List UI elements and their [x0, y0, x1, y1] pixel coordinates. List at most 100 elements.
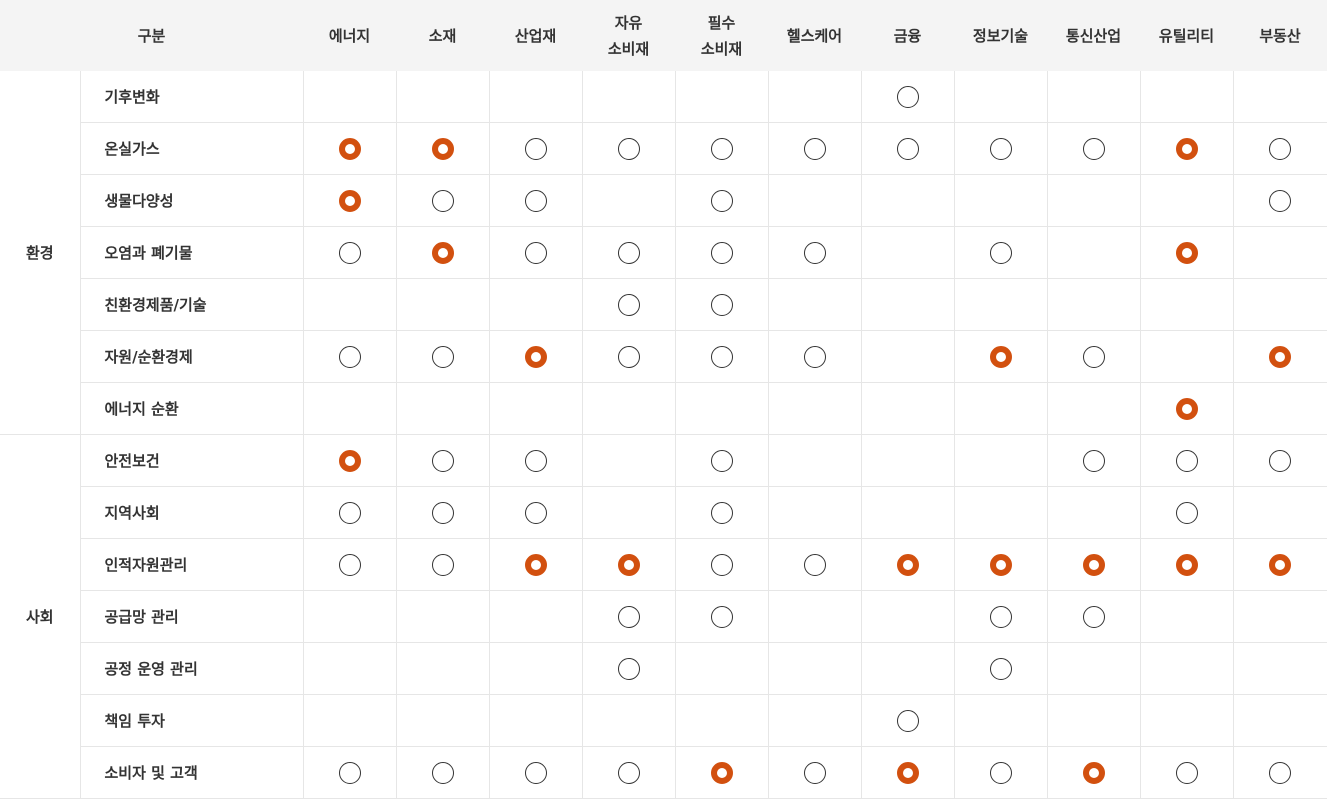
open-circle-icon: [338, 345, 361, 368]
matrix-cell: [581, 71, 676, 123]
matrix-cell: [581, 226, 676, 279]
table-row: 책임 투자: [0, 694, 1327, 747]
matrix-cell: [488, 434, 583, 487]
matrix-cell: [860, 486, 955, 539]
matrix-cell: [395, 174, 490, 227]
open-circle-icon: [617, 241, 640, 264]
filled-circle-icon: [431, 241, 454, 264]
matrix-cell: [1046, 330, 1141, 383]
open-circle-icon: [989, 137, 1012, 160]
matrix-cell: [953, 590, 1048, 643]
table-row: 오염과 폐기물: [0, 226, 1327, 279]
matrix-cell: [1139, 746, 1234, 799]
matrix-cell: [1232, 434, 1327, 487]
header-sector-label-line: 에너지: [328, 26, 371, 45]
issue-label: 지역사회: [79, 486, 304, 539]
open-circle-icon: [431, 189, 454, 212]
filled-circle-icon: [896, 553, 919, 576]
matrix-cell: [767, 538, 862, 591]
matrix-cell: [860, 694, 955, 747]
matrix-cell: [581, 642, 676, 695]
filled-circle-icon: [896, 761, 919, 784]
matrix-cell: [674, 330, 769, 383]
open-circle-icon: [1269, 761, 1292, 784]
header-sector-label-line: 소재: [428, 26, 457, 45]
open-circle-icon: [1269, 189, 1292, 212]
matrix-cell: [395, 71, 490, 123]
matrix-cell: [674, 694, 769, 747]
header-sector-real-estate: 부동산: [1233, 0, 1327, 71]
matrix-cell: [488, 538, 583, 591]
matrix-cell: [860, 746, 955, 799]
matrix-cell: [1232, 330, 1327, 383]
issue-label: 에너지 순환: [79, 382, 304, 435]
matrix-cell: [860, 382, 955, 435]
header-sector-label-line: 산업재: [514, 26, 557, 45]
table-row: 공정 운영 관리: [0, 642, 1327, 695]
open-circle-icon: [803, 137, 826, 160]
issue-label: 안전보건: [79, 434, 304, 487]
open-circle-icon: [431, 553, 454, 576]
matrix-cell: [1046, 694, 1141, 747]
open-circle-icon: [1175, 501, 1198, 524]
matrix-cell: [395, 382, 490, 435]
open-circle-icon: [710, 189, 733, 212]
filled-circle-icon: [989, 345, 1012, 368]
matrix-cell: [1139, 330, 1234, 383]
matrix-cell: [581, 590, 676, 643]
matrix-cell: [860, 278, 955, 331]
matrix-cell: [767, 278, 862, 331]
matrix-cell: [953, 538, 1048, 591]
matrix-cell: [395, 434, 490, 487]
open-circle-icon: [524, 137, 547, 160]
open-circle-icon: [803, 761, 826, 784]
matrix-cell: [674, 278, 769, 331]
open-circle-icon: [1269, 137, 1292, 160]
matrix-cell: [860, 434, 955, 487]
table-row: 자원/순환경제: [0, 330, 1327, 383]
matrix-cell: [1139, 382, 1234, 435]
matrix-cell: [1139, 174, 1234, 227]
matrix-cell: [1139, 590, 1234, 643]
matrix-cell: [674, 486, 769, 539]
open-circle-icon: [710, 137, 733, 160]
open-circle-icon: [1175, 761, 1198, 784]
matrix-cell: [488, 694, 583, 747]
matrix-cell: [581, 486, 676, 539]
header-sector-label-line: 부동산: [1259, 26, 1301, 45]
matrix-cell: [581, 382, 676, 435]
matrix-cell: [1232, 590, 1327, 643]
header-sector-consumer-staples: 필수 소비재: [675, 0, 769, 71]
matrix-cell: [1232, 746, 1327, 799]
matrix-cell: [1046, 746, 1141, 799]
open-circle-icon: [431, 761, 454, 784]
filled-circle-icon: [617, 553, 640, 576]
matrix-cell: [860, 174, 955, 227]
issue-label: 친환경제품/기술: [79, 278, 304, 331]
filled-circle-icon: [524, 553, 547, 576]
matrix-cell: [302, 174, 397, 227]
issue-label: 기후변화: [79, 71, 304, 123]
matrix-cell: [1232, 122, 1327, 175]
header-row: 구분 에너지 소재 산업재 자유 소비재 필수 소비재 헬스케어 금융 정보기술 통…: [0, 0, 1327, 71]
open-circle-icon: [1175, 449, 1198, 472]
open-circle-icon: [617, 137, 640, 160]
open-circle-icon: [710, 293, 733, 316]
matrix-cell: [302, 486, 397, 539]
matrix-cell: [953, 382, 1048, 435]
open-circle-icon: [803, 241, 826, 264]
filled-circle-icon: [338, 189, 361, 212]
filled-circle-icon: [989, 553, 1012, 576]
matrix-body: 환경 기후변화 온실가스 생물다양성 오염과 폐기물 친환경제품/기술 자원/순환경제 에너지…: [0, 71, 1327, 799]
open-circle-icon: [989, 241, 1012, 264]
open-circle-icon: [710, 241, 733, 264]
matrix-cell: [674, 226, 769, 279]
matrix-cell: [488, 226, 583, 279]
matrix-cell: [1232, 694, 1327, 747]
filled-circle-icon: [1175, 241, 1198, 264]
matrix-cell: [953, 746, 1048, 799]
matrix-cell: [674, 746, 769, 799]
group-label: 환경: [0, 71, 80, 435]
filled-circle-icon: [1175, 553, 1198, 576]
open-circle-icon: [431, 345, 454, 368]
